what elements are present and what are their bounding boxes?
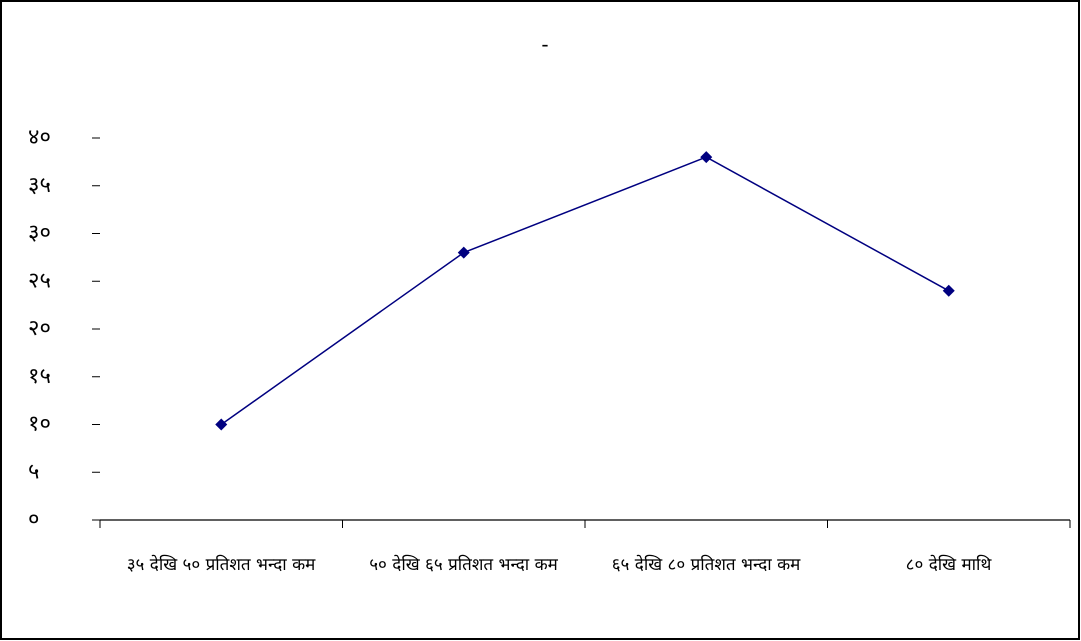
marker [700,151,713,164]
marker [942,284,955,297]
y-tick-label: ३५ [28,173,51,198]
x-tick-label: ६५ देखि ८० प्रतिशत भन्दा कम [611,555,801,575]
chart-title: - [541,33,548,57]
y-tick-label: ४० [28,125,51,150]
y-tick-label: १० [28,412,51,437]
y-tick-label: ५ [28,459,39,484]
y-tick-label: ३० [28,221,51,246]
y-tick-label: २५ [28,268,51,293]
line [220,156,950,426]
y-tick-label: २० [28,316,51,341]
y-tick-label: १५ [28,364,51,389]
x-tick-label: ३५ देखि ५० प्रतिशत भन्दा कम [126,555,316,575]
y-tick-label: ० [28,507,39,532]
marker [215,418,228,431]
marker [457,246,470,259]
x-tick-label: ५० देखि ६५ प्रतिशत भन्दा कम [369,555,558,575]
x-tick-label: ८० देखि माथि [905,555,992,575]
